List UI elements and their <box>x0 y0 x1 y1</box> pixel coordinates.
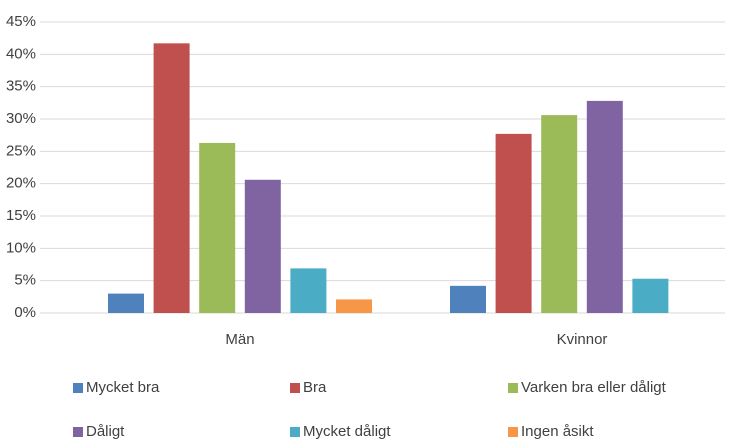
y-tick-label: 30% <box>6 110 36 127</box>
legend-label: Mycket dåligt <box>303 423 391 440</box>
bar <box>153 43 190 314</box>
y-tick-label: 35% <box>6 78 36 95</box>
y-tick-label: 5% <box>14 272 36 289</box>
bar <box>632 278 669 313</box>
bar <box>541 115 578 314</box>
x-tick-label: Män <box>225 331 254 348</box>
y-tick-label: 40% <box>6 45 36 62</box>
legend-swatch <box>508 427 518 437</box>
bar <box>495 133 532 313</box>
legend-swatch <box>290 383 300 393</box>
legend-label: Mycket bra <box>86 379 160 396</box>
bar <box>108 293 144 313</box>
legend-swatch <box>73 427 83 437</box>
bar <box>336 299 372 313</box>
bar <box>290 268 327 313</box>
bar <box>450 285 486 313</box>
y-tick-label: 45% <box>6 13 36 30</box>
x-tick-label: Kvinnor <box>557 331 608 348</box>
legend-label: Varken bra eller dåligt <box>521 379 667 396</box>
y-tick-label: 25% <box>6 142 36 159</box>
y-tick-label: 0% <box>14 304 36 321</box>
legend-label: Bra <box>303 379 327 396</box>
y-tick-label: 20% <box>6 175 36 192</box>
legend-swatch <box>290 427 300 437</box>
legend-label: Dåligt <box>86 423 125 440</box>
legend-swatch <box>508 383 518 393</box>
bar <box>586 100 623 313</box>
bar <box>244 179 281 313</box>
legend-swatch <box>73 383 83 393</box>
legend-label: Ingen åsikt <box>521 423 594 440</box>
y-tick-label: 15% <box>6 207 36 224</box>
y-tick-label: 10% <box>6 239 36 256</box>
bar <box>199 142 236 313</box>
